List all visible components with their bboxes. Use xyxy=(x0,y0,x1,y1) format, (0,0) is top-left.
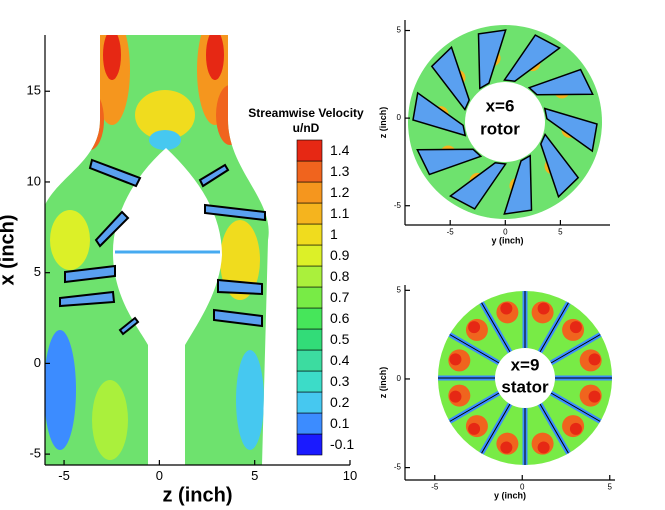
x-tick-label: 0 xyxy=(520,482,525,491)
colorbar-title: Streamwise Velocity xyxy=(248,106,364,120)
colorbar-band xyxy=(296,349,323,372)
rotor-field xyxy=(408,25,602,219)
stator-blade-edge xyxy=(481,403,511,454)
blades xyxy=(59,158,266,336)
flow-spot xyxy=(569,321,582,334)
colorbar-band xyxy=(296,202,323,225)
colorbar-band xyxy=(296,307,323,330)
rotor-blade xyxy=(527,68,594,96)
colorbar-band xyxy=(296,181,323,204)
stator-blade-edge xyxy=(550,334,601,364)
stator-blade-edge xyxy=(539,403,569,454)
x-axis-label: z (inch) xyxy=(163,484,233,506)
y-tick-label: 5 xyxy=(397,285,402,294)
flow-spot xyxy=(449,353,462,366)
colorbar-band xyxy=(296,286,323,309)
colorbar-label: 0.1 xyxy=(330,415,350,431)
colorbar-label: 0.8 xyxy=(330,268,350,284)
y-axis-label: z (inch) xyxy=(378,107,388,139)
colorbar-band xyxy=(296,244,323,267)
colorbar-label: 1.3 xyxy=(330,163,350,179)
y-tick-label: -5 xyxy=(29,446,41,461)
colorbar-band xyxy=(296,391,323,414)
stator-blade-edge xyxy=(449,334,500,364)
annotation: x=6 xyxy=(486,96,515,115)
flow-spot xyxy=(588,353,601,366)
colorbar-label: 0.9 xyxy=(330,247,350,263)
y-tick-label: 0 xyxy=(397,113,402,122)
flow-spot xyxy=(537,302,550,315)
colorbar-band xyxy=(296,265,323,288)
colorbar-label: 0.7 xyxy=(330,289,350,305)
colorbar-label: 0.2 xyxy=(330,394,350,410)
rotor-blade xyxy=(539,132,580,199)
rotor-blade xyxy=(430,45,471,112)
stator-blade-edge xyxy=(481,302,511,353)
colorbar-band xyxy=(296,139,323,162)
flow-spot xyxy=(500,302,513,315)
flow-spot xyxy=(569,422,582,435)
colorbar-band xyxy=(296,160,323,183)
hub xyxy=(112,148,222,465)
colorbar-label: 1.1 xyxy=(330,205,350,221)
stator-blade-edge xyxy=(449,392,500,422)
flow-spot xyxy=(468,321,481,334)
flow-spot xyxy=(500,441,513,454)
rotor-blade xyxy=(448,162,507,210)
colorbar-band xyxy=(296,223,323,246)
colorbar-label: 1 xyxy=(330,226,338,242)
colorbar-band xyxy=(296,370,323,393)
colorbar-label: 0.4 xyxy=(330,352,350,368)
x-tick-label: 0 xyxy=(156,468,163,483)
colorbar-label: 0.6 xyxy=(330,310,350,326)
colorbar-band xyxy=(296,328,323,351)
colorbar-label: -0.1 xyxy=(330,436,354,452)
rotor-blade xyxy=(503,154,533,215)
x-tick-label: 10 xyxy=(343,468,357,483)
stator-hub xyxy=(495,348,555,408)
annotation: x=9 xyxy=(511,355,540,374)
colorbar-label: 0.5 xyxy=(330,331,350,347)
rotor-blade xyxy=(543,107,598,153)
annotation: rotor xyxy=(480,119,520,138)
y-tick-label: -5 xyxy=(394,463,402,472)
x-tick-label: 5 xyxy=(558,227,563,236)
colorbar-label: 1.2 xyxy=(330,184,350,200)
rotor-hub xyxy=(465,82,545,162)
colorbar-band xyxy=(296,433,323,456)
rotor-blade xyxy=(477,29,507,90)
y-tick-label: 10 xyxy=(27,173,41,188)
y-tick-label: 15 xyxy=(27,83,41,98)
y-tick-label: 0 xyxy=(34,355,41,370)
y-tick-label: -5 xyxy=(394,201,402,210)
x-tick-label: 5 xyxy=(608,482,613,491)
flow-spot xyxy=(588,390,601,403)
y-tick-label: 5 xyxy=(34,264,41,279)
colorbar-subtitle: u/nD xyxy=(293,121,320,135)
x-tick-label: -5 xyxy=(447,227,455,236)
flow-spot xyxy=(468,422,481,435)
rotor-blade xyxy=(416,148,483,176)
rotor-blade xyxy=(412,91,467,137)
flow-spot xyxy=(449,390,462,403)
y-tick-label: 5 xyxy=(397,26,402,35)
x-tick-label: -5 xyxy=(58,468,70,483)
y-axis-label: x (inch) xyxy=(0,214,19,285)
flow-spot xyxy=(537,441,550,454)
y-tick-label: 0 xyxy=(397,374,402,383)
stator-blade-edge xyxy=(539,302,569,353)
stator-blade-edge xyxy=(550,392,601,422)
x-tick-label: 0 xyxy=(503,227,508,236)
colorbar-label: 0.3 xyxy=(330,373,350,389)
x-tick-label: -5 xyxy=(431,482,439,491)
colorbar-label: 1.4 xyxy=(330,142,350,158)
annotation: stator xyxy=(501,377,549,396)
rotor-blade xyxy=(503,34,562,82)
x-axis-label: y (inch) xyxy=(494,490,526,500)
x-axis-label: y (inch) xyxy=(491,235,523,245)
colorbar-band xyxy=(296,412,323,435)
x-tick-label: 5 xyxy=(251,468,258,483)
y-axis-label: z (inch) xyxy=(378,367,388,399)
